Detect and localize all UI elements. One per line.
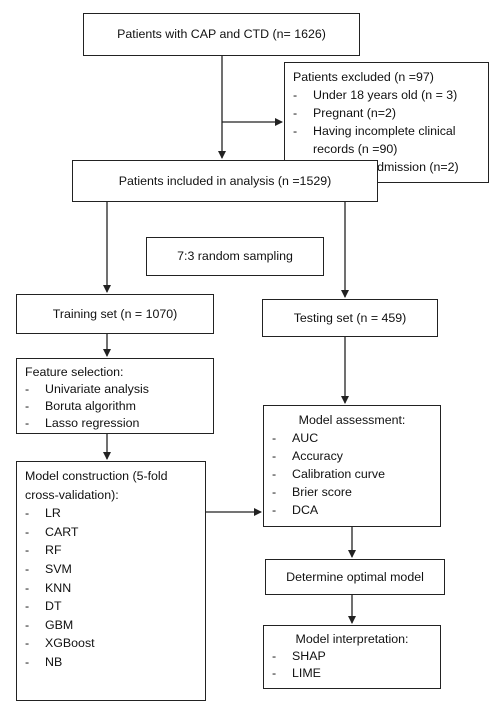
list-item: AUC bbox=[272, 429, 432, 447]
list-item: DCA bbox=[272, 501, 432, 519]
included-box: Patients included in analysis (n =1529) bbox=[72, 160, 378, 202]
optimal-model-label: Determine optimal model bbox=[286, 569, 424, 584]
list-item: NB bbox=[25, 653, 197, 672]
excluded-title: Patients excluded (n =97) bbox=[293, 70, 434, 84]
feature-selection-list: Univariate analysis Boruta algorithm Las… bbox=[25, 381, 205, 432]
list-item: Lasso regression bbox=[25, 415, 205, 432]
model-interpretation-list: SHAP LIME bbox=[272, 648, 432, 682]
model-construction-list: LR CART RF SVM KNN DT GBM XGBoost NB bbox=[25, 504, 197, 671]
list-item: SVM bbox=[25, 560, 197, 579]
list-item: XGBoost bbox=[25, 634, 197, 653]
model-assessment-list: AUC Accuracy Calibration curve Brier sco… bbox=[272, 429, 432, 519]
model-assessment-title: Model assessment: bbox=[298, 413, 406, 427]
list-item: CART bbox=[25, 523, 197, 542]
list-item: LIME bbox=[272, 665, 432, 682]
list-item: LR bbox=[25, 504, 197, 523]
model-interpretation-box: Model interpretation: SHAP LIME bbox=[263, 625, 441, 689]
list-item: Calibration curve bbox=[272, 465, 432, 483]
training-box: Training set (n = 1070) bbox=[16, 294, 214, 334]
optimal-model-box: Determine optimal model bbox=[265, 559, 445, 595]
list-item: DT bbox=[25, 597, 197, 616]
training-label: Training set (n = 1070) bbox=[52, 306, 178, 321]
model-interpretation-title: Model interpretation: bbox=[295, 632, 409, 646]
list-item: Univariate analysis bbox=[25, 381, 205, 398]
model-construction-title: Model construction (5-fold cross-validat… bbox=[25, 469, 168, 502]
list-item: Pregnant (n=2) bbox=[293, 104, 480, 122]
list-item: Accuracy bbox=[272, 447, 432, 465]
included-label: Patients included in analysis (n =1529) bbox=[118, 173, 332, 188]
feature-selection-title: Feature selection: bbox=[25, 365, 124, 379]
list-item: Having incomplete clinical records (n =9… bbox=[293, 122, 480, 158]
list-item: Under 18 years old (n = 3) bbox=[293, 86, 480, 104]
patients-total-box: Patients with CAP and CTD (n= 1626) bbox=[83, 13, 360, 56]
list-item: SHAP bbox=[272, 648, 432, 665]
list-item: RF bbox=[25, 541, 197, 560]
feature-selection-box: Feature selection: Univariate analysis B… bbox=[16, 358, 214, 434]
testing-label: Testing set (n = 459) bbox=[293, 310, 407, 325]
sampling-box: 7:3 random sampling bbox=[146, 237, 324, 276]
list-item: Brier score bbox=[272, 483, 432, 501]
list-item: Boruta algorithm bbox=[25, 398, 205, 415]
list-item: KNN bbox=[25, 579, 197, 598]
list-item: GBM bbox=[25, 616, 197, 635]
model-construction-box: Model construction (5-fold cross-validat… bbox=[16, 461, 206, 701]
model-assessment-box: Model assessment: AUC Accuracy Calibrati… bbox=[263, 405, 441, 527]
testing-box: Testing set (n = 459) bbox=[262, 299, 438, 337]
patients-total-label: Patients with CAP and CTD (n= 1626) bbox=[117, 27, 326, 41]
sampling-label: 7:3 random sampling bbox=[177, 249, 293, 263]
